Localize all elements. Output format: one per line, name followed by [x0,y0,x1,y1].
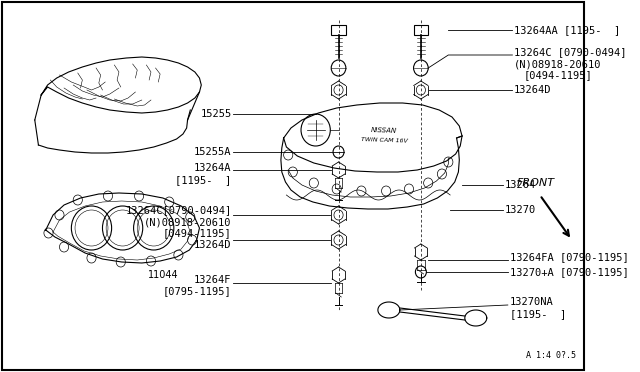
Text: 13264A: 13264A [194,163,232,173]
Text: (N)08918-20610: (N)08918-20610 [144,217,232,227]
Text: TWIN CAM 16V: TWIN CAM 16V [361,137,408,143]
Text: [0494-1195]: [0494-1195] [524,70,592,80]
Text: 13264D: 13264D [194,240,232,250]
Text: 13270+A [0790-1195]: 13270+A [0790-1195] [509,267,628,277]
Text: 11044: 11044 [148,270,178,280]
Text: FRONT: FRONT [516,178,554,188]
Text: 15255: 15255 [200,109,232,119]
Text: 13264F: 13264F [194,275,232,285]
Text: 13264C [0790-0494]: 13264C [0790-0494] [514,47,627,57]
Text: 15255A: 15255A [194,147,232,157]
Text: [1195-  ]: [1195- ] [175,175,232,185]
Text: [0494-1195]: [0494-1195] [163,228,232,238]
Text: A 1:4 0?.5: A 1:4 0?.5 [527,351,577,360]
Text: 13264FA [0790-1195]: 13264FA [0790-1195] [509,252,628,262]
Text: (N)08918-20610: (N)08918-20610 [514,59,602,69]
Text: NISSAN: NISSAN [371,126,397,134]
Text: 13270NA: 13270NA [509,297,554,307]
Text: 13264: 13264 [505,180,536,190]
Text: [0795-1195]: [0795-1195] [163,286,232,296]
Text: 13264C[0790-0494]: 13264C[0790-0494] [125,205,232,215]
Text: [1195-  ]: [1195- ] [509,309,566,319]
Text: 13264D: 13264D [514,85,552,95]
Text: 13264AA [1195-  ]: 13264AA [1195- ] [514,25,620,35]
Text: 13270: 13270 [505,205,536,215]
